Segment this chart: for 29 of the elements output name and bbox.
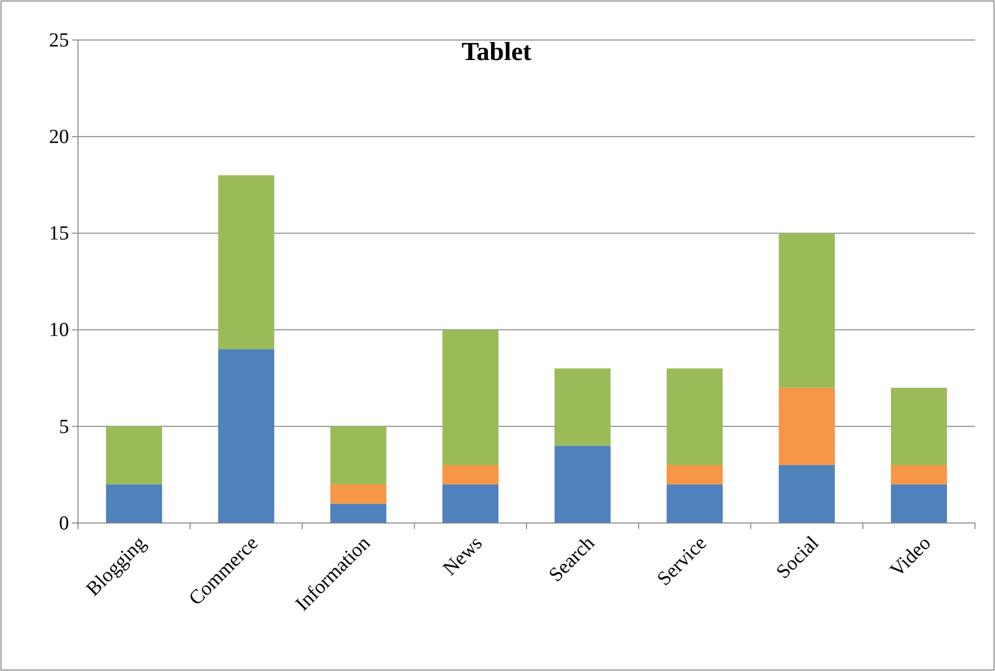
bar <box>442 465 498 484</box>
y-tick-label: 15 <box>49 222 69 245</box>
bar <box>106 426 162 484</box>
bar <box>666 368 723 466</box>
chart-title: Tablet <box>462 37 532 66</box>
bar <box>554 368 611 446</box>
bar <box>666 465 723 484</box>
bar <box>442 330 498 466</box>
bar <box>442 484 498 523</box>
bar <box>778 388 835 466</box>
bar <box>666 484 723 523</box>
bar <box>330 426 386 484</box>
x-tick-label: Video <box>886 532 936 582</box>
bar <box>778 233 835 388</box>
bar <box>330 484 386 504</box>
y-tick-label: 20 <box>49 126 69 148</box>
bar <box>218 349 274 523</box>
bar <box>890 388 947 466</box>
y-tick-label: 0 <box>59 512 69 534</box>
bar <box>330 504 386 523</box>
bar <box>890 484 947 523</box>
y-tick-label: 10 <box>49 319 69 342</box>
bar <box>890 465 947 484</box>
bar <box>778 465 835 523</box>
bar <box>554 446 611 523</box>
bar <box>218 175 274 350</box>
y-tick-label: 5 <box>59 416 69 438</box>
bar <box>106 484 162 523</box>
y-tick-label: 25 <box>49 29 69 52</box>
